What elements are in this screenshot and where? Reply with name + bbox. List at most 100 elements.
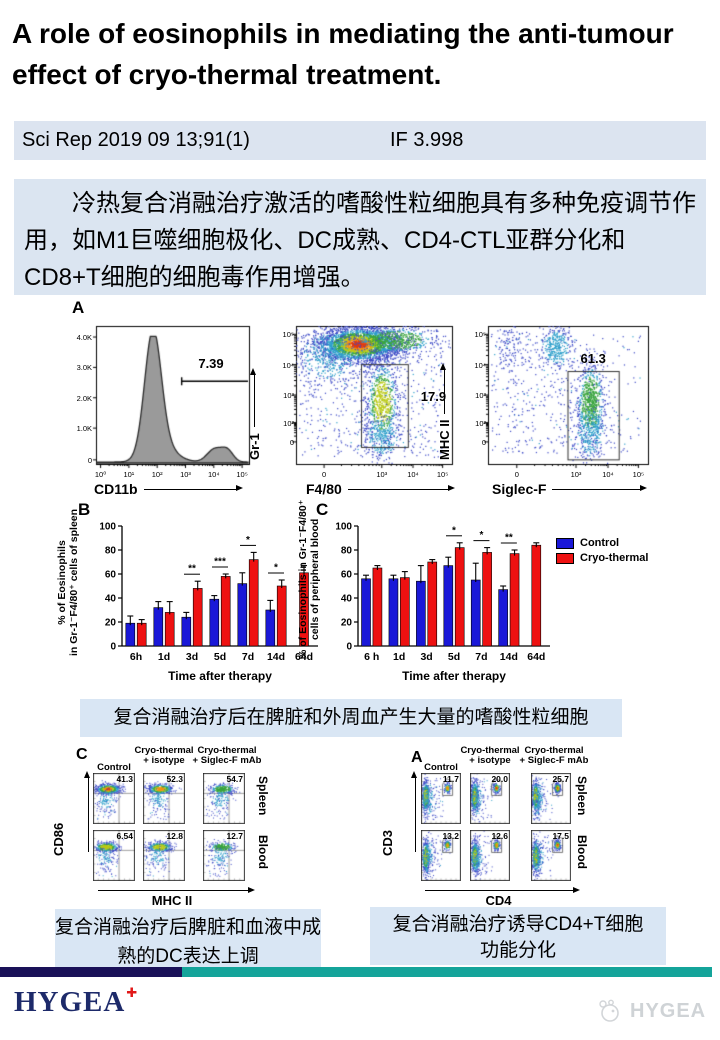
citation-bar: Sci Rep 2019 09 13;91(1) IF 3.998 [14, 121, 706, 160]
svg-text:1d: 1d [393, 651, 405, 663]
axis-tick-label: 10² [151, 470, 163, 479]
axis-tick-label: 10⁵ [632, 470, 645, 479]
bar-chart-svg: 0 20 40 60 80 100 6 h 1d 3d 5d * 7d * 14d ** 64d Time af… [335, 522, 550, 683]
x-axis-label: CD4 [485, 893, 512, 908]
svg-text:1d: 1d [158, 651, 170, 663]
legend-label: Control [580, 537, 620, 549]
flow-mini-canvas [143, 773, 185, 824]
svg-text:100: 100 [335, 522, 352, 533]
watermark-logo-icon [599, 999, 619, 1022]
column-header: Control [97, 762, 131, 773]
column-header: Cryo-thermal + isotype [134, 745, 194, 766]
gate-percentage: 13.2 [442, 831, 459, 841]
right-arrow-icon [425, 886, 580, 893]
right-arrow-icon [143, 485, 243, 491]
panel-label-a: A [72, 298, 85, 317]
panel-label-b: B [78, 500, 91, 519]
logo-cross-icon: ✚ [126, 986, 139, 1001]
flow-mini-canvas [531, 773, 571, 824]
axis-tick-label: 10⁵ [236, 470, 248, 479]
flow-histogram-canvas [58, 318, 258, 470]
svg-text:3d: 3d [420, 651, 432, 663]
up-arrow-icon [443, 369, 445, 414]
up-arrow-icon [253, 375, 255, 428]
axis-name: Siglec-F [492, 481, 547, 497]
flow-grid-dc: C Control Cryo-thermal + isotype Cryo-th… [51, 744, 370, 910]
svg-text:64d: 64d [295, 651, 313, 663]
axis-tick-label: 10¹ [123, 470, 135, 479]
caption-dc: 复合消融治疗后脾脏和血液中成 熟的DC表达上调 [55, 909, 321, 975]
x-axis-label: MHC II [151, 893, 193, 908]
axis-tick-label: 4.0K [76, 333, 92, 343]
bar-chart-spleen: % of Eosinophils in Gr-1⁻F4/80⁺ cells of… [56, 503, 318, 695]
svg-text:**: ** [505, 533, 513, 544]
svg-text:3d: 3d [186, 651, 198, 663]
y-axis-label: % of Eosinophils in Gr-1⁻F4/80⁺ cells of… [56, 508, 80, 656]
gate-percentage: 12.7 [226, 831, 243, 841]
svg-text:6h: 6h [130, 651, 142, 663]
flow-mini-canvas [93, 830, 135, 881]
flow-grid-tcell: A Control Cryo-thermal + isotype Cryo-th… [380, 744, 700, 910]
flow-mini-canvas [421, 773, 461, 824]
bar-chart-svg: 0 20 40 60 80 100 6h 1d 3d ** 5d *** 7d * 14d * 64d Time … [99, 522, 318, 683]
axis-tick-label: 10³ [283, 391, 294, 400]
axis-tick-label: 10⁵ [474, 330, 486, 340]
chart-legend: Control Cryo-thermal [556, 537, 648, 567]
row-label-blood: Blood [256, 835, 270, 869]
axis-tick-label: 10⁵ [436, 470, 449, 479]
legend-item-cryothermal: Cryo-thermal [556, 552, 648, 564]
gate-value: 17.9 [420, 389, 447, 405]
axis-tick-label: 10² [283, 418, 294, 428]
svg-text:*: * [274, 563, 278, 574]
summary-text: 冷热复合消融治疗激活的嗜酸性粒细胞具有多种免疫调节作用，如M1巨噬细胞极化、DC… [14, 179, 706, 295]
bar-chart-blood: % of Eosinophils in Gr-1⁻F4/80⁺ cells of… [297, 500, 563, 695]
right-arrow-icon [552, 485, 648, 491]
axis-name: CD3 [379, 829, 395, 856]
axis-tick-label: 10⁴ [282, 360, 294, 370]
svg-text:*: * [246, 535, 250, 546]
up-arrow-icon [411, 771, 418, 852]
column-header: Control [424, 762, 458, 773]
flow-mini-canvas [203, 830, 245, 881]
flow-mini-canvas [470, 773, 510, 824]
flow-mini-plot: 41.3 [93, 773, 135, 824]
svg-text:Time after therapy: Time after therapy [168, 669, 272, 683]
svg-text:20: 20 [105, 618, 117, 629]
axis-tick-label: 10⁴ [407, 470, 419, 479]
x-axis-label: CD11b [94, 481, 243, 497]
svg-text:64d: 64d [527, 651, 545, 663]
svg-text:20: 20 [341, 618, 353, 629]
row-label-spleen: Spleen [575, 776, 589, 816]
svg-text:**: ** [188, 564, 196, 575]
axis-tick-label: 10³ [180, 470, 191, 479]
flow-mini-plot: 11.7 [421, 773, 461, 824]
axis-tick-label: 0 [514, 470, 519, 479]
axis-name: Gr-1 [246, 433, 262, 460]
flow-mini-plot: 12.6 [470, 830, 510, 881]
divider-teal-segment [182, 967, 712, 977]
svg-text:5d: 5d [448, 651, 460, 663]
flow-mini-plot: 20.0 [470, 773, 510, 824]
flow-scatter-gr1-panel: Gr-1 17.9 F4/80 10⁵ 10⁴ 10³ 10² 0 0 10³ 10⁴ 10⁵ [246, 318, 480, 504]
axis-tick-label: 1.0K [76, 424, 92, 434]
svg-text:7d: 7d [242, 651, 254, 663]
axis-name: CD86 [50, 822, 66, 856]
flow-mini-plot: 12.8 [143, 830, 185, 881]
panel-label: C [76, 746, 88, 763]
page-title: A role of eosinophils in mediating the a… [12, 18, 674, 90]
flow-mini-canvas [143, 830, 185, 881]
axis-tick-label: 10³ [376, 470, 388, 479]
gate-percentage: 41.3 [116, 774, 133, 784]
axis-tick-label: 0 [481, 437, 486, 447]
flow-mini-plot: 25.7 [531, 773, 571, 824]
svg-text:***: *** [214, 557, 226, 568]
axis-tick-label: 0 [87, 455, 92, 465]
flow-histogram-panel: 7.39 CD11b 4.0K 3.0K 2.0K 1.0K 0 10⁰ 10¹ 10² 10³… [58, 318, 258, 504]
svg-text:7d: 7d [475, 651, 487, 663]
panel-label-c: C [316, 500, 329, 519]
gate-value: 61.3 [580, 350, 606, 366]
axis-tick-label: 10³ [475, 391, 486, 400]
flow-mini-canvas [531, 830, 571, 881]
flow-mini-plot: 12.7 [203, 830, 245, 881]
x-axis-label: F4/80 [306, 481, 455, 497]
